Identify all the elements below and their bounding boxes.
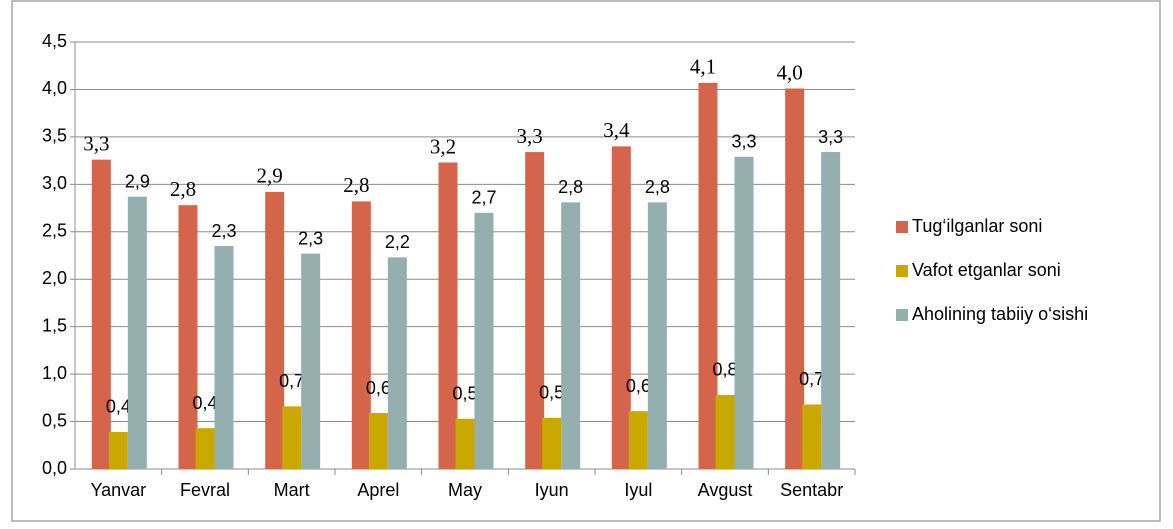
data-label: 0,4 [106,397,131,417]
bar [368,413,388,469]
bar [178,205,198,469]
x-tick-label: Iyun [535,480,569,500]
bar [438,162,458,469]
data-label: 0,6 [626,376,651,396]
y-tick-label: 3,5 [42,126,67,146]
data-label: 0,7 [799,369,824,389]
bar [628,411,648,469]
x-tick-label: Fevral [180,480,230,500]
bar [802,404,822,469]
bar [282,406,302,469]
x-tick-label: Sentabr [780,480,843,500]
y-tick-label: 1,5 [42,315,67,335]
data-label: 0,7 [279,371,304,391]
x-tick-label: Iyul [624,480,652,500]
data-label: 3,3 [731,132,756,152]
x-tick-label: May [448,480,482,500]
data-label: 0,5 [452,383,477,403]
bar [542,417,562,469]
chart-border [11,0,1161,522]
y-tick-label: 2,0 [42,268,67,288]
data-label: 2,2 [385,232,410,252]
data-label: 3,2 [430,134,456,158]
bar [301,253,321,469]
bar [265,191,285,469]
x-tick-label: Mart [274,480,310,500]
y-tick-label: 2,5 [42,221,67,241]
y-tick-label: 1,0 [42,363,67,383]
bar [525,152,545,469]
bar [195,428,215,469]
y-tick-label: 4,5 [42,31,67,51]
bar [715,394,735,469]
legend-label: Vafot etganlar soni [912,260,1061,280]
legend-label: Tug‘ilganlar soni [912,216,1042,236]
data-label: 0,6 [366,378,391,398]
data-label: 4,1 [690,55,716,79]
data-label: 2,8 [170,177,196,201]
bar [647,202,667,469]
bar [91,159,111,469]
bar [351,201,371,469]
data-label: 2,8 [645,177,670,197]
data-label: 3,4 [603,118,630,142]
y-tick-label: 0,5 [42,410,67,430]
data-label: 2,3 [211,221,236,241]
bar [561,202,581,469]
data-label: 0,5 [539,383,564,403]
data-label: 2,7 [471,188,496,208]
bar [474,212,494,470]
y-tick-label: 4,0 [42,78,67,98]
data-label: 2,9 [125,171,150,191]
legend-swatch [896,221,908,233]
data-label: 3,3 [818,127,843,147]
data-label: 3,3 [83,131,109,155]
bar [108,431,128,469]
y-tick-label: 3,0 [42,173,67,193]
data-label: 4,0 [777,60,803,84]
x-tick-label: Yanvar [90,480,146,500]
x-tick-label: Aprel [357,480,399,500]
bar [455,418,475,469]
data-label: 3,3 [517,124,543,148]
data-label: 0,8 [712,360,737,380]
bar [785,88,805,470]
bar [127,196,147,469]
y-tick-label: 0,0 [42,458,67,478]
data-label: 2,8 [343,173,369,197]
x-tick-label: Avgust [698,480,753,500]
legend-swatch [896,309,908,321]
bar [387,257,407,469]
bar [611,146,631,469]
bar [734,156,754,469]
bar [214,246,234,469]
data-label: 2,3 [298,228,323,248]
data-label: 2,8 [558,177,583,197]
data-label: 0,4 [192,393,217,413]
legend-swatch [896,265,908,277]
bar [821,152,841,469]
legend-label: Aholining tabiiy o‘sishi [912,304,1088,324]
bar [698,82,718,470]
data-label: 2,9 [257,164,283,188]
